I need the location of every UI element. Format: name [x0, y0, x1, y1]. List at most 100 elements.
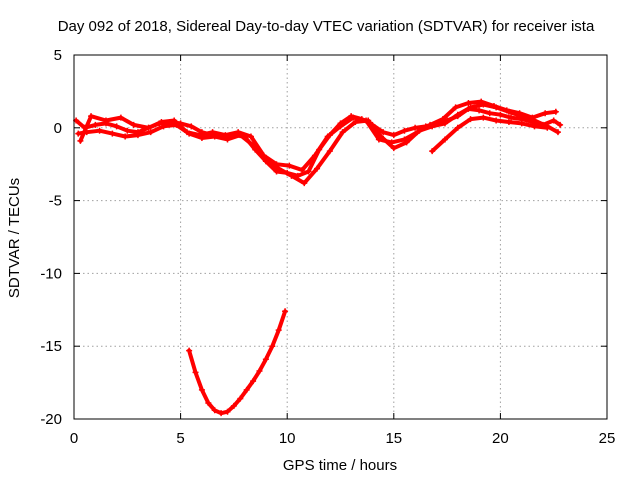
data-point	[224, 408, 231, 415]
x-tick-label: 20	[492, 430, 509, 447]
data-point	[275, 165, 282, 172]
chart-title: Day 092 of 2018, Sidereal Day-to-day VTE…	[58, 18, 595, 35]
data-point	[134, 132, 141, 139]
data-point	[211, 407, 218, 414]
data-point	[286, 162, 293, 169]
data-point	[337, 123, 344, 130]
data-point	[113, 123, 120, 130]
tick-labels: 0 5 10 15 20 25 5 0 -5 -10 -15 -20	[40, 47, 615, 447]
data-point	[390, 145, 397, 152]
data-point	[516, 110, 523, 117]
data-point	[480, 114, 487, 121]
data-point	[269, 343, 276, 350]
data-point	[518, 120, 525, 127]
data-point	[196, 132, 203, 139]
data-point	[145, 124, 152, 131]
data-point	[109, 130, 116, 137]
data-point	[542, 110, 549, 117]
data-point	[439, 116, 446, 123]
data-point	[493, 117, 500, 124]
data-point	[130, 121, 137, 128]
data-point	[124, 127, 131, 134]
data-point	[363, 117, 370, 124]
data-point	[550, 117, 557, 124]
data-point	[454, 111, 461, 118]
data-point	[529, 114, 536, 121]
x-tick-label: 5	[176, 430, 184, 447]
data-point	[230, 402, 237, 409]
data-point	[183, 129, 190, 136]
x-tick-label: 15	[385, 430, 402, 447]
data-point	[218, 410, 225, 417]
data-point	[75, 130, 82, 137]
data-point	[412, 124, 419, 131]
data-point	[92, 121, 99, 128]
data-point	[505, 118, 512, 125]
series-trace-low	[187, 309, 288, 416]
x-tick-label: 10	[279, 430, 296, 447]
data-point	[552, 108, 559, 115]
data-point	[117, 114, 124, 121]
data-point	[222, 132, 229, 139]
data-point	[247, 133, 254, 140]
x-tick-label: 25	[599, 430, 616, 447]
data-point	[401, 136, 408, 143]
series-trace-d	[430, 115, 550, 154]
data-point	[122, 133, 129, 140]
data-point	[224, 136, 231, 143]
data-point	[476, 107, 483, 114]
data-point	[288, 172, 295, 179]
data-point	[324, 133, 331, 140]
data-point	[158, 118, 165, 125]
y-tick-label: -15	[40, 338, 62, 355]
data-point	[429, 148, 436, 155]
data-point	[414, 129, 421, 136]
data-point	[301, 180, 308, 187]
x-axis-label: GPS time / hours	[283, 457, 397, 474]
data-point	[380, 129, 387, 136]
data-point	[454, 124, 461, 131]
grid-lines	[74, 55, 607, 419]
data-point	[186, 347, 193, 354]
data-point	[441, 120, 448, 127]
y-tick-label: 0	[54, 120, 62, 137]
series-layer	[73, 98, 564, 417]
data-point	[557, 121, 564, 128]
data-point	[305, 168, 312, 175]
y-axis-label: SDTVAR / TECUs	[6, 178, 23, 298]
data-point	[339, 129, 346, 136]
data-point	[260, 152, 267, 159]
x-tick-label: 0	[70, 430, 78, 447]
data-point	[256, 367, 263, 374]
data-point	[497, 111, 504, 118]
data-point	[427, 121, 434, 128]
data-point	[96, 127, 103, 134]
data-point	[491, 102, 498, 109]
data-point	[147, 129, 154, 136]
data-point	[311, 152, 318, 159]
data-point	[237, 395, 244, 402]
data-point	[441, 136, 448, 143]
data-point	[299, 167, 306, 174]
data-point	[401, 127, 408, 134]
data-point	[467, 104, 474, 111]
data-point	[486, 110, 493, 117]
y-tick-label: -5	[49, 193, 62, 210]
data-point	[326, 148, 333, 155]
data-point	[205, 399, 212, 406]
data-point	[160, 123, 167, 130]
data-point	[508, 114, 515, 121]
data-point	[250, 378, 257, 385]
data-point	[275, 327, 282, 334]
data-point	[531, 123, 538, 130]
data-point	[554, 129, 561, 136]
data-point	[88, 113, 95, 120]
data-point	[350, 114, 357, 121]
data-point	[192, 369, 199, 376]
data-point	[390, 132, 397, 139]
data-point	[262, 356, 269, 363]
data-point	[235, 129, 242, 136]
y-tick-label: -10	[40, 265, 62, 282]
data-point	[243, 386, 250, 393]
